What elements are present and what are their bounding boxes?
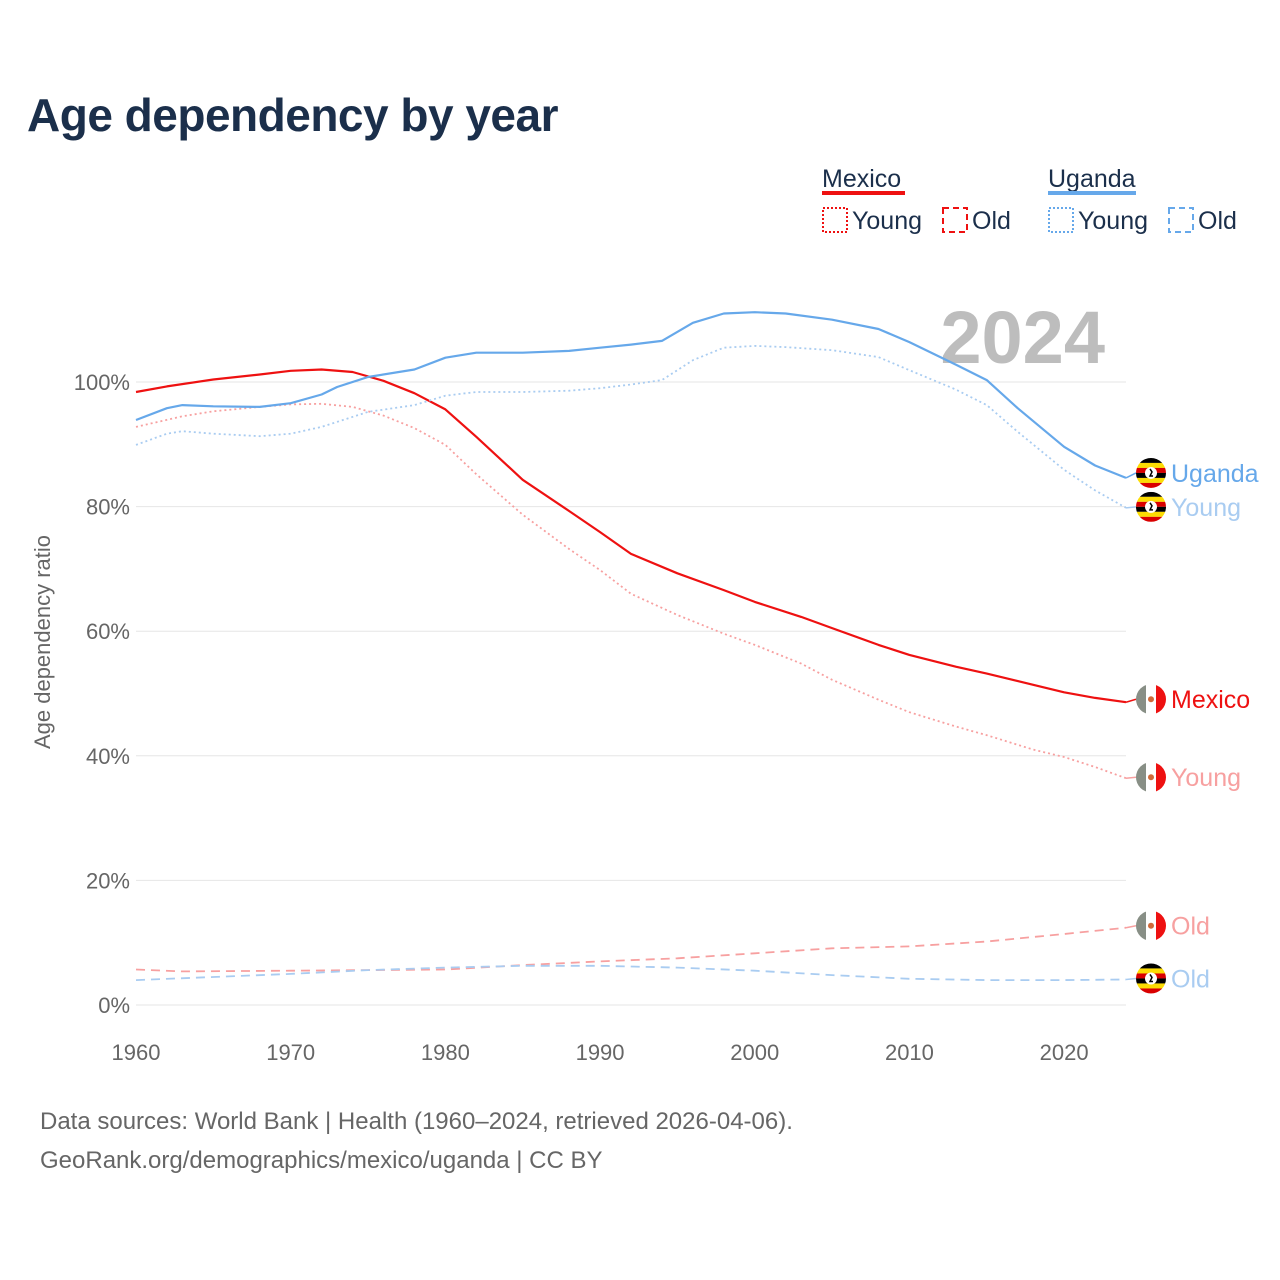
chart-title: Age dependency by year <box>27 89 558 141</box>
x-tick-label: 2020 <box>1040 1040 1089 1065</box>
x-tick-label: 1980 <box>421 1040 470 1065</box>
y-tick-label: 40% <box>86 744 130 769</box>
legend-item-old[interactable]: Old <box>972 207 1011 235</box>
legend-item-young[interactable]: Young <box>852 207 922 235</box>
x-tick-label: 1970 <box>266 1040 315 1065</box>
end-label-text: Old <box>1171 913 1210 941</box>
end-label-uganda-young: Young <box>1125 491 1241 522</box>
legend-swatch-young <box>1048 207 1074 233</box>
y-tick-label: 20% <box>86 868 130 893</box>
end-label-text: Old <box>1171 965 1210 993</box>
series-line-mexico-young <box>135 402 1127 780</box>
y-tick-label: 100% <box>74 370 130 395</box>
y-axis-label: Age dependency ratio <box>30 535 55 749</box>
uganda-flag-icon <box>1136 491 1166 522</box>
series-line-uganda-old <box>135 964 1127 981</box>
uganda-flag-icon <box>1136 457 1166 488</box>
legend-item-young[interactable]: Young <box>1078 207 1148 235</box>
end-label-text: Young <box>1171 494 1241 522</box>
legend-swatch-old <box>1168 207 1194 233</box>
y-tick-label: 60% <box>86 619 130 644</box>
credit-link[interactable]: GeoRank.org/demographics/mexico/uganda |… <box>40 1147 603 1174</box>
series-line-mexico <box>135 368 1127 704</box>
x-tick-label: 1990 <box>576 1040 625 1065</box>
end-label-mexico-old: Old <box>1125 910 1210 941</box>
end-label-uganda: Uganda <box>1125 457 1259 488</box>
end-label-uganda-old: Old <box>1125 963 1210 994</box>
series-line-uganda <box>135 311 1127 479</box>
legend-group-mexico[interactable]: Mexico <box>822 165 901 193</box>
mexico-flag-icon <box>1136 684 1166 715</box>
end-label-text: Mexico <box>1171 686 1250 714</box>
legend-swatch-young <box>822 207 848 233</box>
end-label-mexico: Mexico <box>1125 684 1250 715</box>
series-line-uganda-young <box>135 345 1127 509</box>
legend-group-uganda[interactable]: Uganda <box>1048 165 1136 193</box>
end-label-text: Young <box>1171 764 1241 792</box>
x-tick-label: 2000 <box>730 1040 779 1065</box>
legend-swatch-old <box>942 207 968 233</box>
legend-item-old[interactable]: Old <box>1198 207 1237 235</box>
series-line-mexico-old <box>135 926 1127 973</box>
mexico-flag-icon <box>1136 910 1166 941</box>
mexico-flag-icon <box>1136 762 1166 793</box>
x-tick-label: 1960 <box>112 1040 161 1065</box>
x-tick-label: 2010 <box>885 1040 934 1065</box>
end-label-mexico-young: Young <box>1125 762 1241 793</box>
uganda-flag-icon <box>1136 963 1166 994</box>
end-label-text: Uganda <box>1171 460 1259 488</box>
data-source-note: Data sources: World Bank | Health (1960–… <box>40 1108 793 1135</box>
y-tick-label: 0% <box>98 993 130 1018</box>
legend-swatch-total <box>822 191 905 195</box>
y-tick-label: 80% <box>86 495 130 520</box>
legend-swatch-total <box>1048 191 1136 195</box>
year-watermark: 2024 <box>940 296 1105 379</box>
